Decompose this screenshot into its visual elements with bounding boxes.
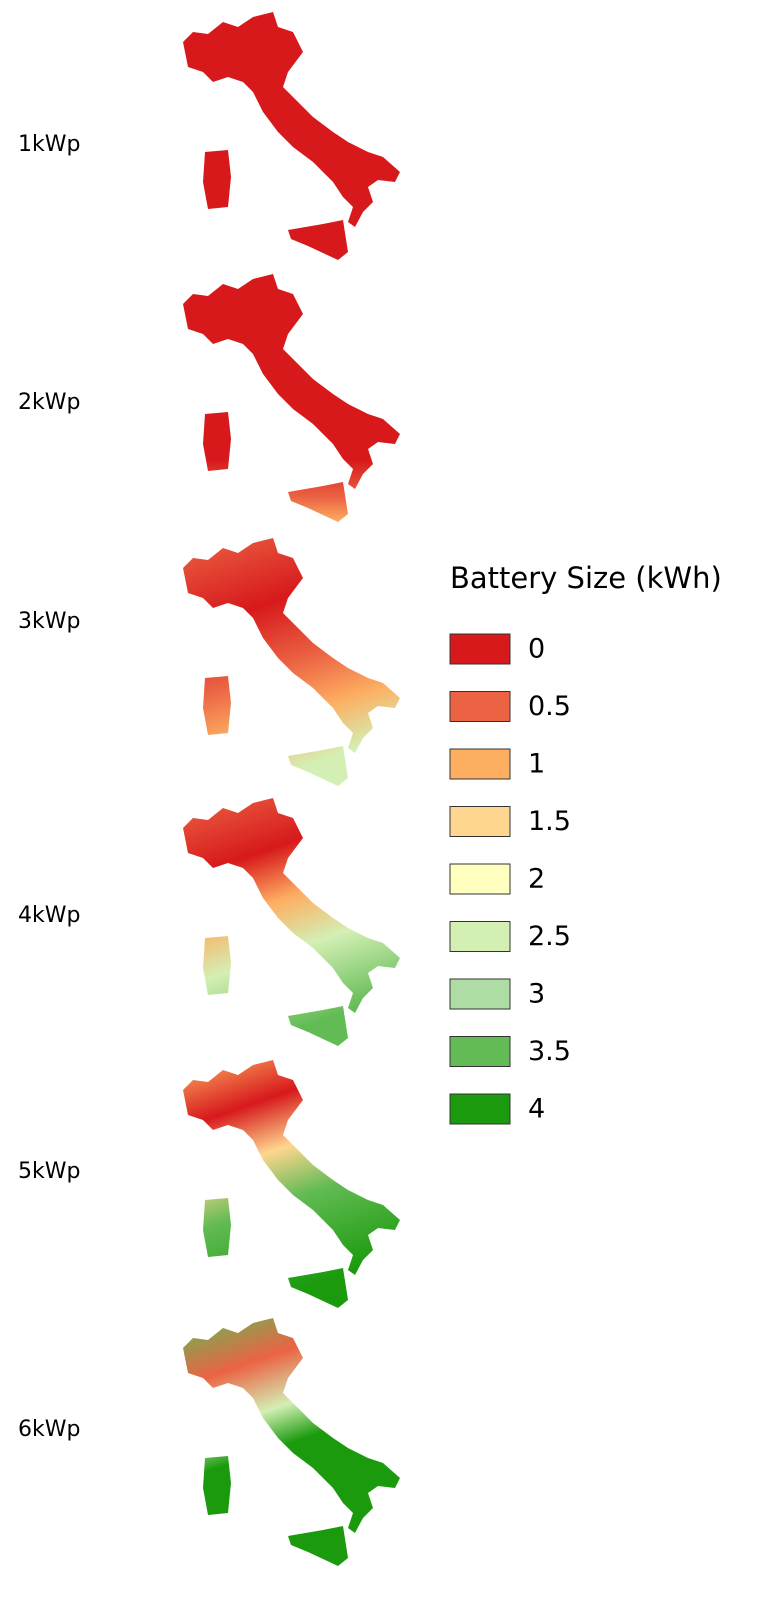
- legend-swatch: [449, 748, 511, 780]
- legend-swatch: [449, 921, 511, 952]
- panel-label: 1kWp: [18, 132, 80, 157]
- legend-swatch: [449, 1093, 511, 1125]
- panel-label: 2kWp: [18, 390, 80, 415]
- map: [183, 1060, 400, 1308]
- panel-label: 6kWp: [18, 1417, 80, 1442]
- legend-label: 1.5: [528, 806, 571, 837]
- legend-swatch: [449, 633, 511, 665]
- map: [183, 12, 400, 260]
- legend-title: Battery Size (kWh): [450, 561, 722, 595]
- legend-swatch: [449, 978, 511, 1010]
- legend-label: 2: [528, 864, 545, 895]
- map: [183, 1318, 400, 1566]
- legend-label: 3: [528, 979, 545, 1010]
- legend-label: 0: [528, 634, 545, 665]
- map: [183, 538, 400, 786]
- legend-label: 2.5: [528, 921, 571, 952]
- legend-label: 4: [528, 1094, 545, 1125]
- legend-swatch: [449, 806, 511, 837]
- legend-label: 3.5: [528, 1036, 571, 1067]
- legend-label: 0.5: [528, 691, 571, 722]
- panel-label: 3kWp: [18, 609, 80, 634]
- panel-label: 4kWp: [18, 903, 80, 928]
- legend-swatch: [449, 1036, 511, 1067]
- panel-label: 5kWp: [18, 1159, 80, 1184]
- map: [183, 274, 400, 522]
- legend-swatch: [449, 691, 511, 722]
- legend-label: 1: [528, 749, 545, 780]
- map: [183, 798, 400, 1046]
- legend-swatch: [449, 863, 511, 895]
